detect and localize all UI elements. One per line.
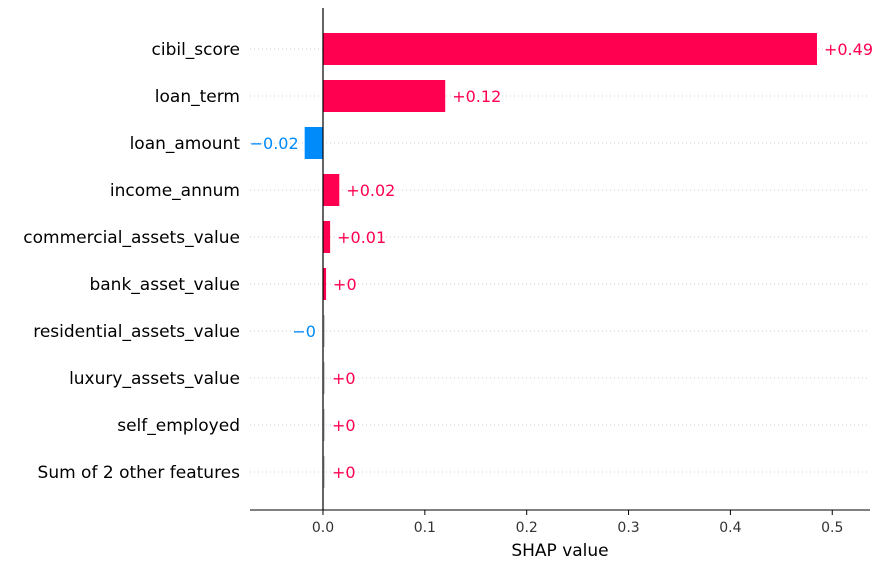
bar-luxury-assets-value bbox=[323, 362, 325, 394]
bar-loan-term bbox=[323, 80, 446, 112]
x-tick-label: 0.0 bbox=[312, 520, 334, 536]
x-axis-ticks: 0.0 0.1 0.2 0.3 0.4 0.5 bbox=[312, 510, 843, 536]
x-tick-label: 0.4 bbox=[719, 520, 741, 536]
feature-label: Sum of 2 other features bbox=[38, 463, 241, 483]
bar-bank-asset-value bbox=[323, 268, 327, 300]
bar-loan-amount bbox=[304, 127, 323, 159]
feature-label: loan_term bbox=[155, 87, 240, 107]
x-tick-label: 0.3 bbox=[617, 520, 639, 536]
feature-label: commercial_assets_value bbox=[23, 228, 240, 248]
value-label: +0 bbox=[332, 416, 356, 435]
bar-commercial-assets-value bbox=[323, 221, 331, 253]
feature-label: self_employed bbox=[117, 416, 240, 436]
bar-income-annum bbox=[323, 174, 340, 206]
value-label: +0.01 bbox=[337, 228, 386, 247]
bar-cibil-score bbox=[323, 33, 817, 65]
value-labels: +0.49 +0.12 −0.02 +0.02 +0.01 +0 −0 +0 +0 +0 bbox=[250, 40, 873, 482]
value-label: +0.02 bbox=[346, 181, 395, 200]
value-label: +0 bbox=[332, 463, 356, 482]
feature-label: residential_assets_value bbox=[33, 322, 240, 342]
bar-sum-of-2-other-features bbox=[323, 456, 325, 488]
value-label: +0.12 bbox=[452, 87, 501, 106]
feature-label: bank_asset_value bbox=[89, 275, 240, 295]
row-guides bbox=[250, 48, 870, 473]
feature-label: luxury_assets_value bbox=[69, 369, 240, 389]
feature-label: loan_amount bbox=[130, 134, 241, 154]
x-axis-title: SHAP value bbox=[511, 541, 608, 561]
value-label: +0.49 bbox=[824, 40, 873, 59]
x-tick-label: 0.5 bbox=[821, 520, 843, 536]
bar-self-employed bbox=[323, 409, 325, 441]
feature-label: cibil_score bbox=[152, 40, 241, 60]
value-label: +0 bbox=[333, 275, 357, 294]
x-tick-label: 0.1 bbox=[414, 520, 436, 536]
bar-residential-assets-value bbox=[323, 315, 325, 347]
value-label: +0 bbox=[332, 369, 356, 388]
value-label: −0.02 bbox=[250, 134, 299, 153]
feature-labels: cibil_score loan_term loan_amount income_an… bbox=[23, 40, 240, 483]
feature-label: income_annum bbox=[110, 181, 240, 201]
x-tick-label: 0.2 bbox=[516, 520, 538, 536]
bars bbox=[304, 33, 817, 488]
value-label: −0 bbox=[292, 322, 316, 341]
